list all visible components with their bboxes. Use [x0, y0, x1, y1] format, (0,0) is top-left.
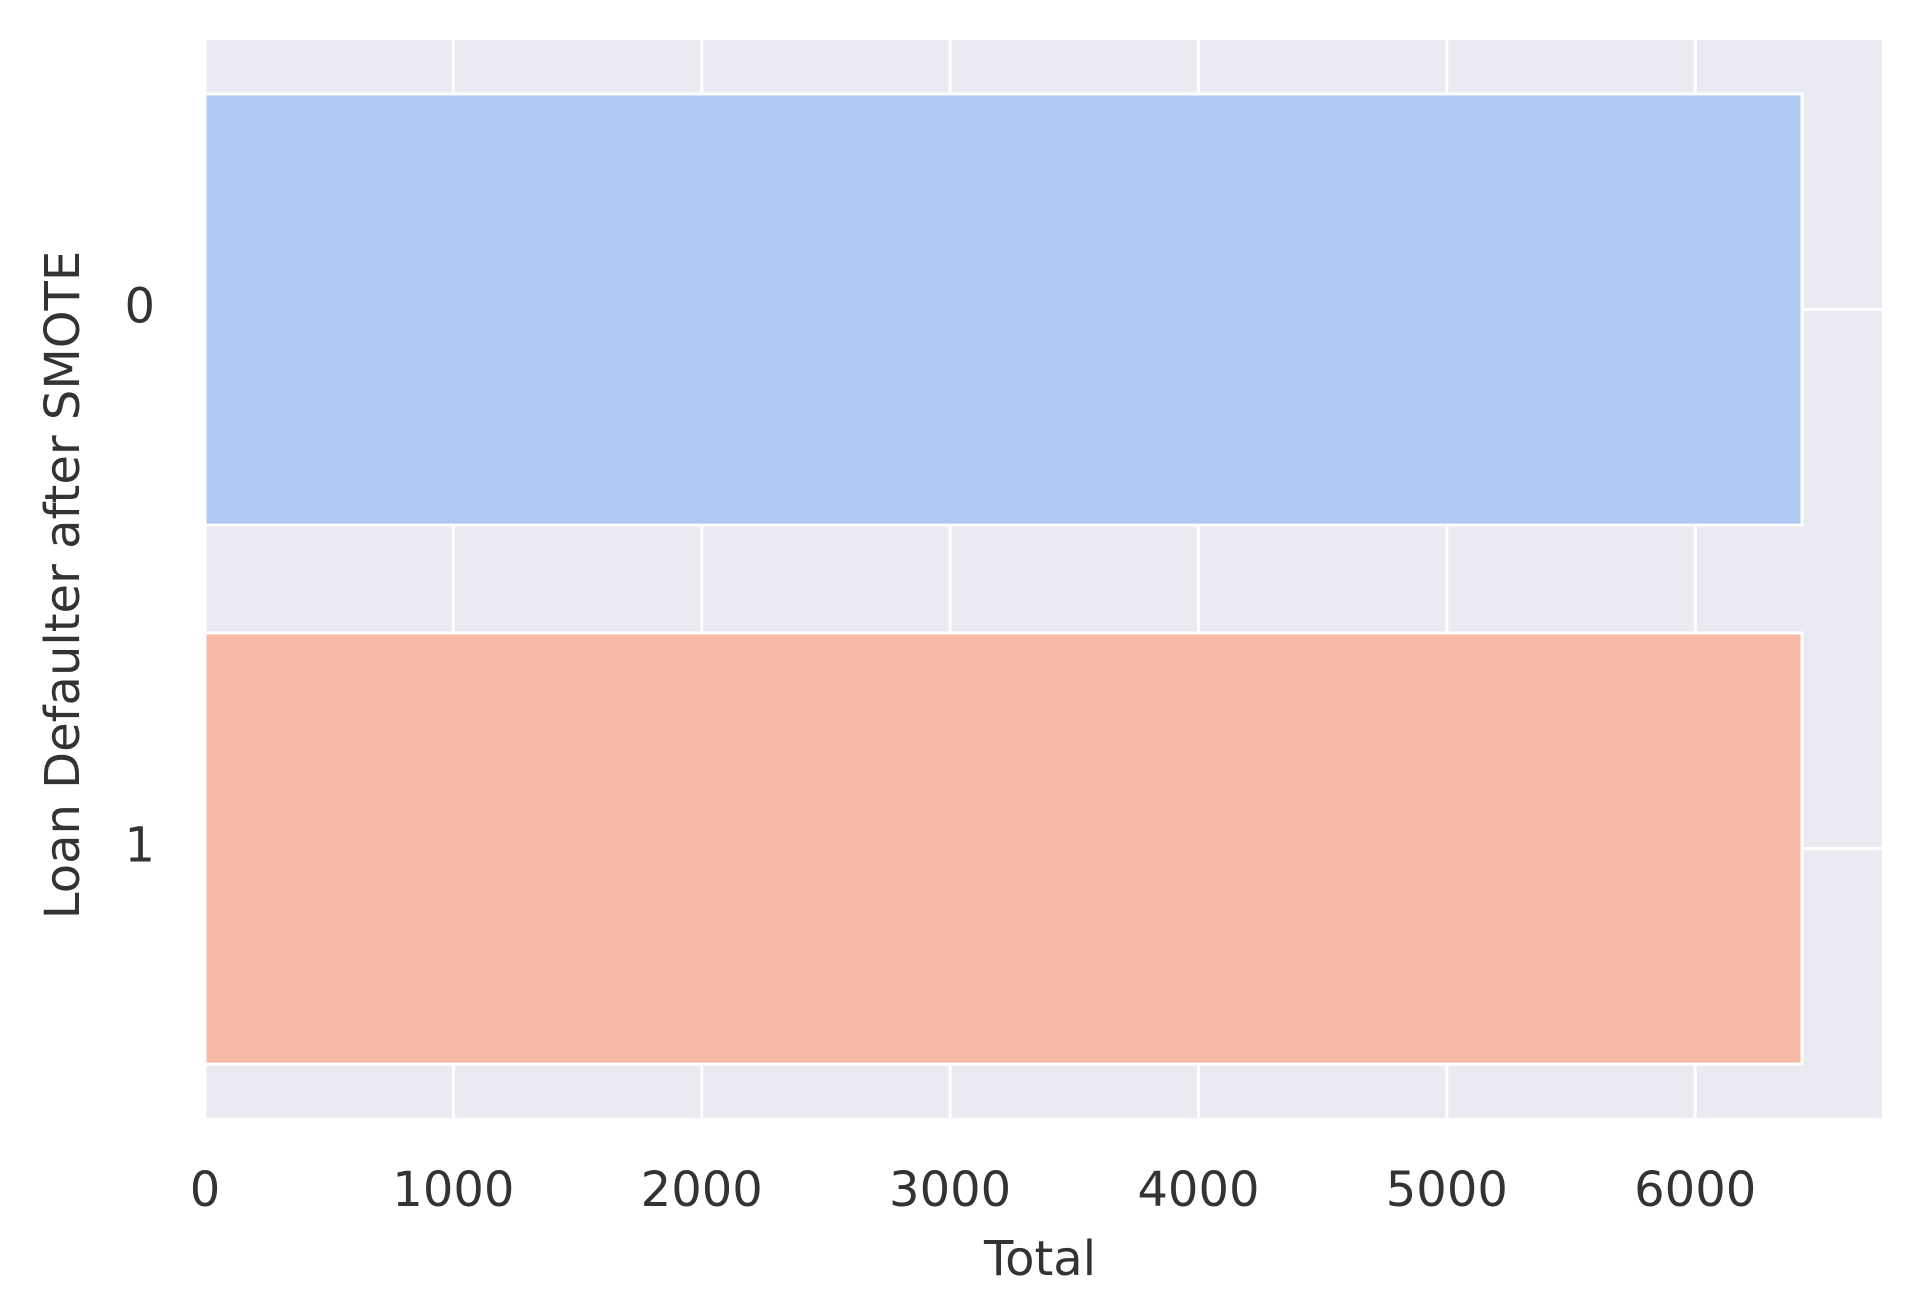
x-tick-label: 4000: [1137, 1162, 1259, 1218]
x-tick-label: 5000: [1386, 1162, 1508, 1218]
x-tick-label: 1000: [392, 1162, 514, 1218]
y-tick-label: 0: [124, 279, 155, 335]
x-tick-label: 0: [190, 1162, 221, 1218]
bar: [203, 92, 1804, 527]
y-axis-label: Loan Defaulter after SMOTE: [35, 251, 91, 919]
x-tick-label: 3000: [889, 1162, 1011, 1218]
bar: [203, 631, 1804, 1066]
x-axis-label: Total: [983, 1231, 1096, 1287]
y-tick-label: 1: [124, 818, 155, 874]
x-tick-label: 2000: [641, 1162, 763, 1218]
x-tick-label: 6000: [1634, 1162, 1756, 1218]
